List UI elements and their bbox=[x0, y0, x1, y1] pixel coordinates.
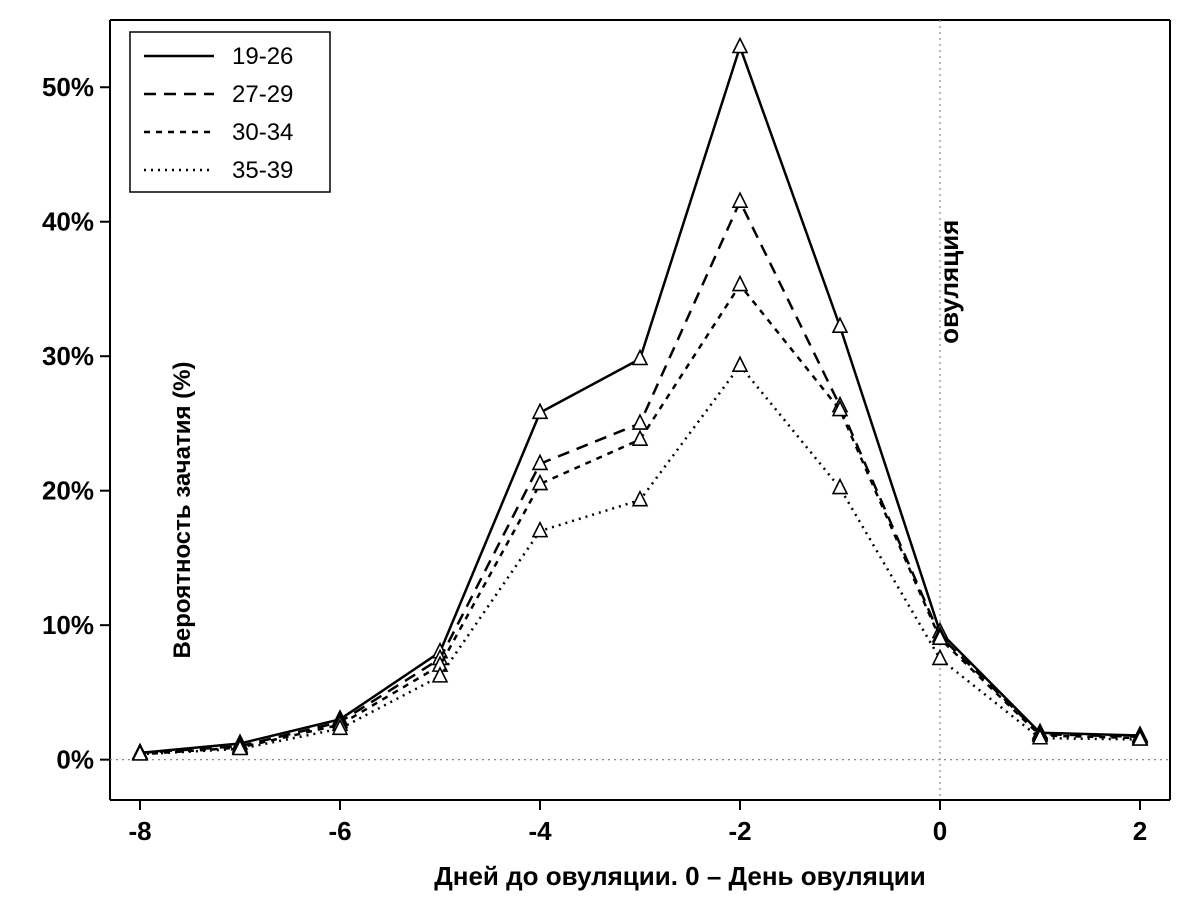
legend-item-label: 19-26 bbox=[232, 43, 293, 70]
series-marker bbox=[633, 415, 647, 429]
y-tick-label: 10% bbox=[42, 610, 94, 640]
ovulation-annotation: овуляция bbox=[934, 220, 964, 344]
y-tick-label: 50% bbox=[42, 72, 94, 102]
series-line bbox=[140, 202, 1140, 753]
y-tick-label: 40% bbox=[42, 207, 94, 237]
series-marker bbox=[633, 431, 647, 445]
x-tick-label: -6 bbox=[328, 816, 351, 846]
legend-item-label: 30-34 bbox=[232, 119, 293, 146]
series-marker bbox=[633, 492, 647, 506]
series-marker bbox=[733, 38, 747, 52]
x-axis-label: Дней до овуляции. 0 – День овуляции bbox=[434, 861, 925, 891]
series-marker bbox=[533, 523, 547, 537]
y-tick-label: 0% bbox=[56, 745, 94, 775]
series-marker bbox=[733, 277, 747, 291]
y-tick-label: 20% bbox=[42, 476, 94, 506]
y-axis-label: Вероятность зачатия (%) bbox=[169, 362, 196, 659]
series-marker bbox=[733, 357, 747, 371]
legend-item-label: 27-29 bbox=[232, 81, 293, 108]
x-tick-label: 2 bbox=[1133, 816, 1147, 846]
x-tick-label: -2 bbox=[728, 816, 751, 846]
x-tick-label: 0 bbox=[933, 816, 947, 846]
x-tick-label: -4 bbox=[528, 816, 552, 846]
series-marker bbox=[833, 480, 847, 494]
line-chart: 0% 10% 20% 30% 40% 50% -8 -6 -4 -2 0 2 Дней до овуля… bbox=[0, 0, 1200, 899]
series-marker bbox=[833, 318, 847, 332]
series-marker bbox=[933, 650, 947, 664]
y-tick-label: 30% bbox=[42, 341, 94, 371]
series-marker bbox=[733, 193, 747, 207]
series-marker bbox=[633, 350, 647, 364]
x-tick-label: -8 bbox=[128, 816, 151, 846]
chart-container: 0% 10% 20% 30% 40% 50% -8 -6 -4 -2 0 2 Дней до овуля… bbox=[0, 0, 1200, 899]
legend-item-label: 35-39 bbox=[232, 157, 293, 184]
